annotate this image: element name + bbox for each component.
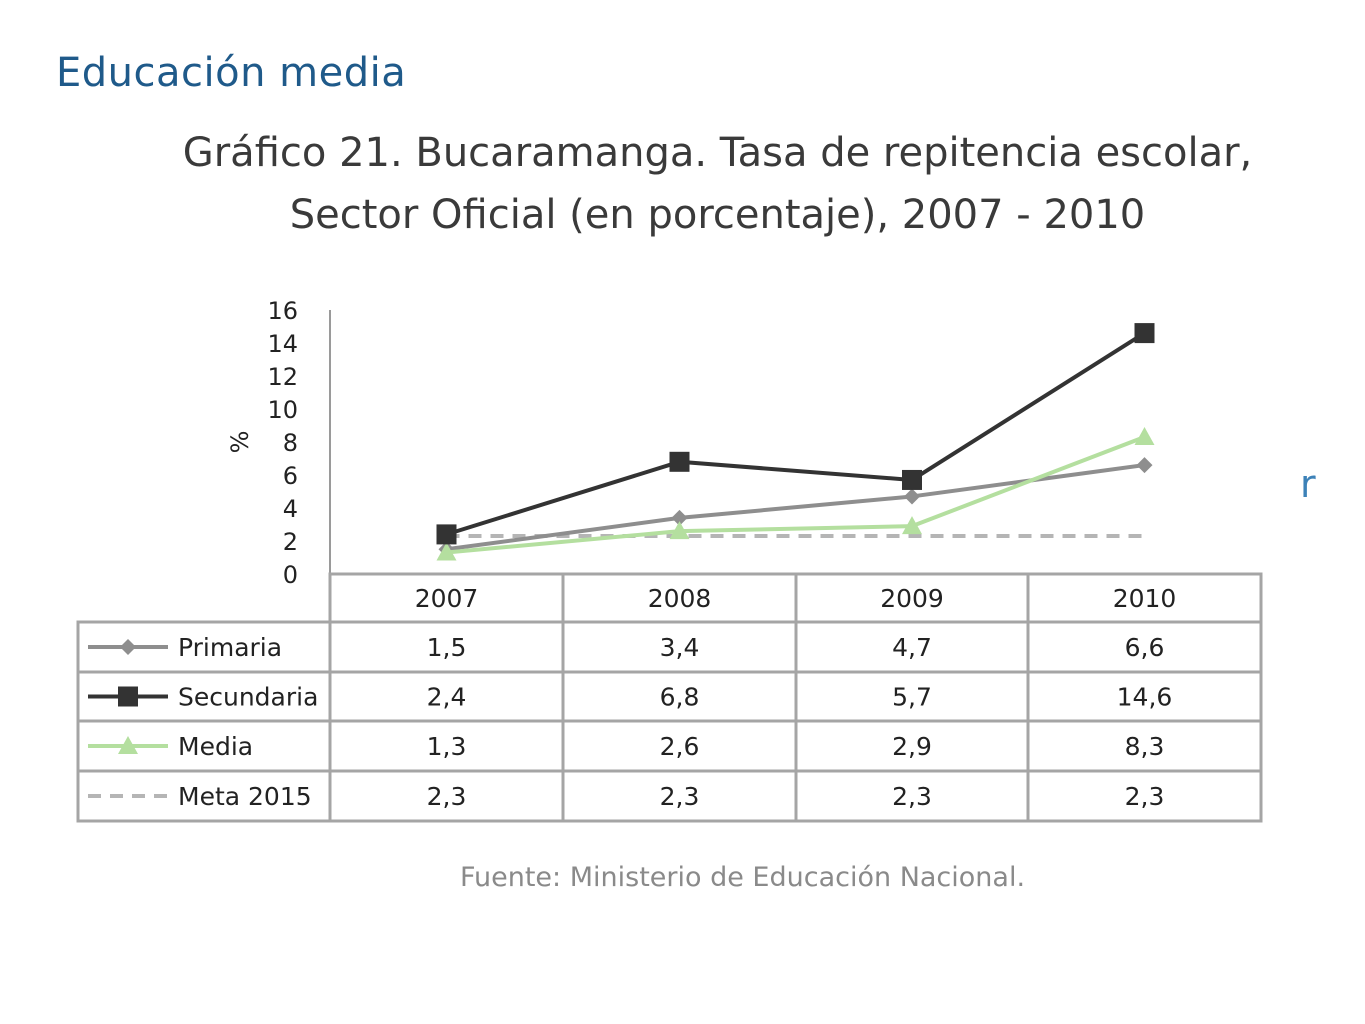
data-label: 2,4 [427,683,467,712]
chart-title: Gráfico 21. Bucaramanga. Tasa de repiten… [150,122,1285,246]
legend-label: Primaria [178,633,282,662]
data-label: 8,3 [1125,732,1165,761]
data-label: 2,3 [660,782,700,811]
y-tick-label: 4 [283,495,298,523]
legend-label: Secundaria [178,683,318,712]
data-label: 2,3 [427,782,467,811]
data-label: 2,6 [660,732,700,761]
chart-source: Fuente: Ministerio de Educación Nacional… [459,862,1026,893]
chart-title-line-1: Gráfico 21. Bucaramanga. Tasa de repiten… [182,130,1253,176]
y-tick-label: 16 [267,297,298,325]
y-tick-label: 2 [283,528,298,556]
data-label: 14,6 [1117,683,1173,712]
x-category-label: 2008 [648,584,712,613]
x-category-label: 2009 [880,584,944,613]
data-label: 2,3 [892,782,932,811]
y-axis-label: % [226,431,254,454]
data-point [436,524,457,545]
data-point [1134,323,1155,344]
legend-label: Media [178,732,253,761]
x-category-label: 2010 [1113,584,1177,613]
data-point [902,516,922,535]
legend-label: Meta 2015 [178,782,312,811]
data-point [1136,457,1153,474]
data-label: 1,3 [427,732,467,761]
x-category-label: 2007 [415,584,479,613]
slide-title: Educación media [56,50,407,96]
data-point [904,488,920,505]
data-label: 5,7 [892,683,932,712]
data-label: 6,8 [660,683,700,712]
chart-title-line-2: Sector Oficial (en porcentaje), 2007 - 2… [289,192,1146,238]
data-label: 3,4 [660,633,700,662]
data-label: 4,7 [892,633,932,662]
edge-text-fragment: r [1300,462,1316,506]
legend-key-marker [120,639,136,655]
data-point [902,469,922,490]
data-point [436,542,457,561]
y-tick-label: 8 [283,429,298,457]
data-point [1134,427,1155,446]
data-label: 2,3 [1125,782,1165,811]
data-point [671,509,688,526]
series-line-secundaria [445,331,1146,537]
data-label: 1,5 [427,633,467,662]
y-tick-label: 6 [283,462,298,490]
data-label: 6,6 [1125,633,1165,662]
data-label: 2,9 [892,732,932,761]
y-tick-label: 10 [267,396,298,424]
data-point [669,451,690,472]
y-tick-label: 12 [267,363,298,391]
y-tick-label: 14 [267,330,298,358]
legend-key-marker [118,736,138,754]
legend-key-marker [118,686,138,707]
series-line-media [446,435,1146,555]
data-point [669,521,690,540]
y-tick-label: 0 [283,561,298,589]
